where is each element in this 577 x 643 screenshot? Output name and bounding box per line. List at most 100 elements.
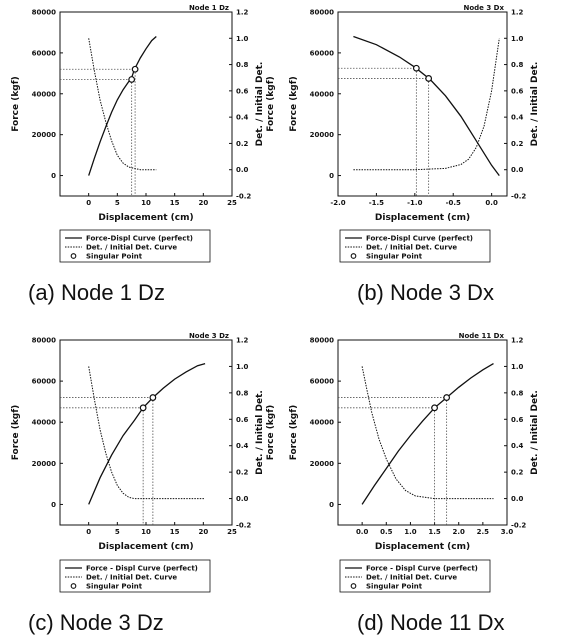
force-displ-line (361, 363, 494, 505)
x-tick-label: -0.5 (446, 199, 461, 207)
legend-box (339, 229, 491, 263)
x-tick-label: 10 (141, 528, 151, 536)
panel-caption: (d) Node 11 Dx (357, 610, 505, 635)
legend-label: Det. / Initial Det. Curve (86, 574, 177, 582)
singular-point-marker (443, 394, 451, 401)
singular-point-marker (128, 76, 136, 83)
y-tick-label: 40000 (32, 90, 56, 98)
y-tick-label: 40000 (310, 419, 334, 427)
y-tick-label: 80000 (310, 337, 334, 345)
plot-frame (337, 11, 508, 197)
y-tick-label: 60000 (32, 378, 56, 386)
chart-title: Node 11 Dx (459, 332, 505, 340)
legend-label: Force-Displ Curve (perfect) (366, 235, 473, 243)
y2-axis-label: Det. / Initial Det. (530, 390, 540, 475)
legend-label: Det. / Initial Det. Curve (366, 574, 457, 582)
y2-tick-label: -0.2 (236, 522, 251, 530)
y-tick-label: 80000 (32, 337, 56, 345)
x-tick-label: 20 (198, 199, 208, 207)
det-ratio-line (88, 366, 206, 500)
y2-tick-label: -0.2 (236, 193, 251, 201)
legend: Force-Displ Curve (perfect)Det. / Initia… (59, 229, 211, 263)
y2-tick-label: 0.4 (236, 442, 249, 450)
legend-label: Singular Point (366, 583, 423, 591)
y-tick-label: 20000 (32, 460, 56, 468)
y2-tick-label: -0.2 (511, 522, 526, 530)
x-tick-label: 20 (198, 528, 208, 536)
legend-label: Force - Displ Curve (perfect) (366, 565, 478, 573)
y-tick-label: 60000 (32, 49, 56, 57)
y2-tick-label: 0.8 (236, 61, 249, 69)
y2-tick-label: 0.4 (511, 442, 524, 450)
y2-tick-label: 0.8 (236, 389, 249, 397)
y2-tick-label: 1.2 (236, 9, 249, 17)
det-ratio-line (361, 366, 494, 500)
legend-label: Det. / Initial Det. Curve (86, 244, 177, 252)
singular-point-marker (412, 64, 420, 72)
legend-label: Singular Point (366, 253, 423, 261)
legend-box (59, 229, 211, 263)
legend-swatch-marker (70, 253, 77, 259)
y2-axis-label-extra: Force (kgf) (266, 76, 276, 132)
x-axis-label: Displacement (cm) (375, 213, 470, 223)
panel-caption: (b) Node 3 Dx (357, 280, 494, 305)
y2-tick-label: 0.6 (511, 416, 524, 424)
x-tick-label: -1.5 (369, 199, 384, 207)
y2-tick-label: 0.2 (236, 140, 249, 148)
x-tick-label: -1.0 (407, 199, 422, 207)
chart-panel-b: Node 3 Dx -2.0 -1.5 -1.0 -0.5 0.0 0 20000 40000 6… (289, 4, 540, 305)
y2-tick-label: 1.0 (236, 363, 249, 371)
legend: Force - Displ Curve (perfect)Det. / Init… (59, 559, 211, 593)
y-axis-label: Force (kgf) (289, 405, 299, 461)
x-tick-label: 0.0 (485, 199, 498, 207)
x-tick-label: 15 (170, 528, 180, 536)
chart-title: Node 3 Dx (464, 4, 505, 12)
y2-tick-label: 0.6 (236, 416, 249, 424)
legend: Force-Displ Curve (perfect)Det. / Initia… (339, 229, 491, 263)
y-axis-label: Force (kgf) (11, 405, 21, 461)
x-tick-label: 2.5 (477, 528, 490, 536)
y2-tick-label: 0.0 (236, 495, 249, 503)
singular-point-marker (431, 404, 438, 412)
legend-swatch-marker (350, 253, 357, 259)
y2-tick-label: 0.2 (511, 469, 524, 477)
y2-tick-label: 0.6 (236, 87, 249, 95)
legend-label: Singular Point (86, 253, 143, 261)
det-ratio-line (88, 38, 157, 171)
det-ratio-line (353, 38, 500, 171)
y-tick-label: 20000 (310, 460, 334, 468)
plot-frame (59, 339, 233, 526)
singular-point-marker (425, 75, 433, 82)
y-tick-label: 60000 (310, 49, 334, 57)
y2-tick-label: 1.2 (511, 9, 524, 17)
chart-title: Node 3 Dz (189, 332, 229, 340)
singular-point-marker (131, 65, 139, 73)
chart-panel-a: Node 1 Dz 0 5 10 15 20 25 0 20000 40000 60000 80000… (11, 4, 276, 305)
y2-tick-label: 0.0 (511, 166, 524, 174)
y2-tick-label: 0.8 (511, 389, 524, 397)
x-axis-label: Displacement (cm) (375, 542, 470, 552)
x-tick-label: 15 (170, 199, 180, 207)
x-tick-label: 25 (227, 199, 237, 207)
x-tick-label: 0 (86, 528, 91, 536)
x-axis-label: Displacement (cm) (98, 542, 193, 552)
legend-label: Singular Point (86, 583, 143, 591)
panel-caption: (a) Node 1 Dz (28, 280, 165, 305)
legend-label: Force - Displ Curve (perfect) (86, 565, 198, 573)
y2-tick-label: 0.2 (236, 469, 249, 477)
x-tick-label: 1.0 (404, 528, 417, 536)
y2-axis-label: Det. / Initial Det. (255, 62, 265, 147)
y2-tick-label: 0.4 (511, 114, 524, 122)
force-displ-line (353, 35, 500, 176)
x-tick-label: 5 (115, 199, 120, 207)
x-tick-label: 3.0 (501, 528, 514, 536)
y2-tick-label: 1.2 (511, 337, 524, 345)
x-tick-label: 0.5 (380, 528, 393, 536)
x-axis-label: Displacement (cm) (98, 213, 193, 223)
y2-tick-label: 0.0 (236, 166, 249, 174)
y2-tick-label: 1.0 (511, 35, 524, 43)
y2-tick-label: 1.0 (236, 35, 249, 43)
y-tick-label: 20000 (310, 131, 334, 139)
x-tick-label: 2.0 (453, 528, 466, 536)
